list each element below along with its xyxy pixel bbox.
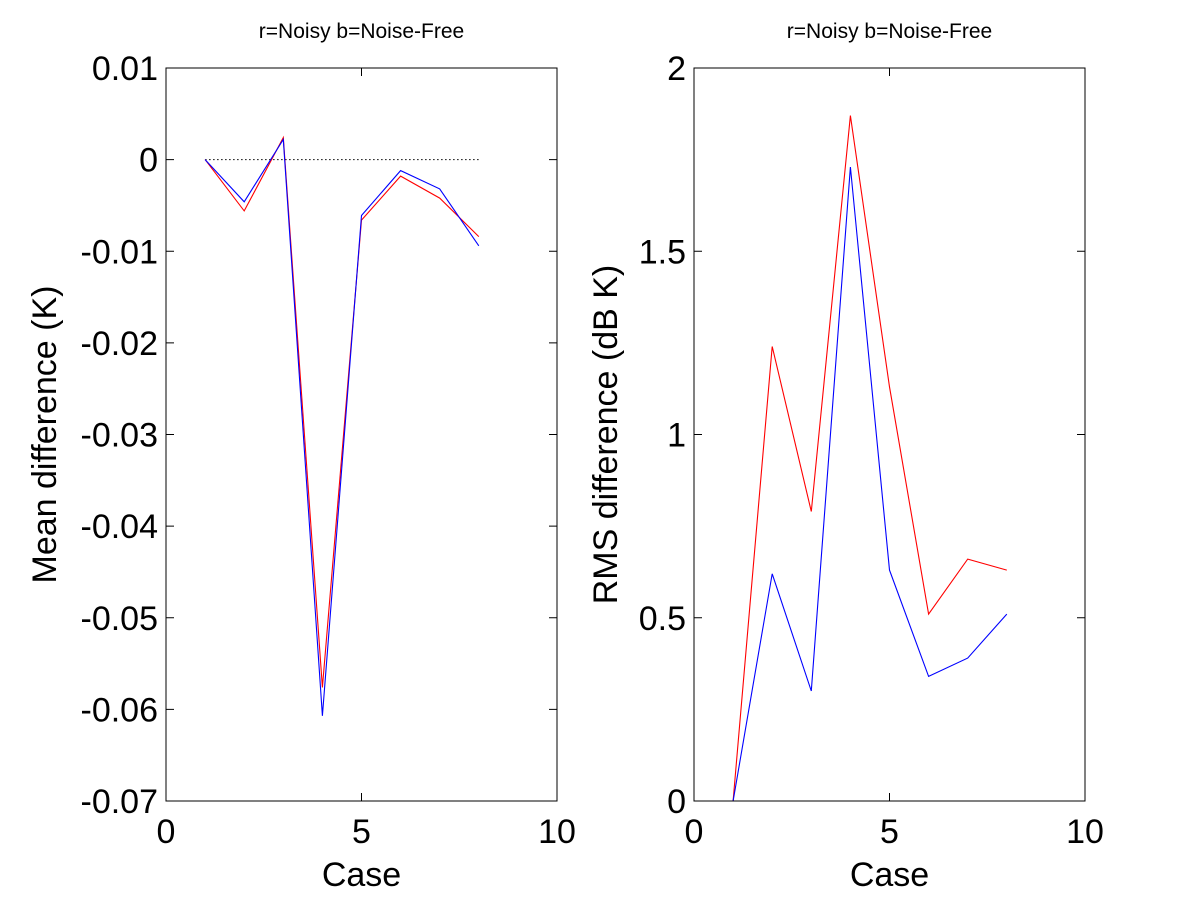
y-tick-label: -0.02: [81, 325, 159, 363]
y-tick-label: 2: [667, 50, 686, 88]
x-tick-label: 10: [1066, 813, 1104, 851]
y-tick-label: -0.01: [81, 233, 159, 271]
y-tick-label: 0: [667, 783, 686, 821]
series-line-noisy: [204, 135, 480, 688]
subplot-2: r=Noisy b=Noise-Free 0 5 10 0 0.5 1 1.5 2 Case RMS…: [587, 20, 1104, 894]
series-line-noise-free: [732, 166, 1008, 802]
y-tick-label: -0.05: [81, 600, 159, 638]
series-line-noise-free: [204, 137, 480, 716]
y-tick-label: -0.03: [81, 417, 159, 455]
y-tick-label: 1.5: [639, 233, 686, 271]
x-tick-label: 10: [538, 813, 576, 851]
x-tick-label: 0: [157, 813, 176, 851]
y-tick-label: 1: [667, 417, 686, 455]
x-axis-label: Case: [322, 856, 401, 894]
y-tick-label: 0: [139, 142, 158, 180]
y-tick-label: 0.5: [639, 600, 686, 638]
x-axis-label: Case: [850, 856, 929, 894]
y-tick-label: -0.07: [81, 783, 159, 821]
y-tick-label: 0.01: [92, 50, 158, 88]
x-tick-label: 5: [352, 813, 371, 851]
subplot-1: r=Noisy b=Noise-Free 0 5 10 0.01 0 -0.01 -0.02 -…: [26, 20, 576, 894]
y-tick-label: -0.06: [81, 691, 159, 729]
y-axis-label: Mean difference (K): [26, 286, 64, 584]
x-tick-label: 5: [880, 813, 899, 851]
axes-frame: [165, 67, 558, 802]
series-line-noisy: [732, 115, 1007, 802]
x-tick-label: 0: [685, 813, 704, 851]
y-tick-label: -0.04: [81, 508, 159, 546]
axes-frame: [693, 67, 1086, 802]
subplot-title: r=Noisy b=Noise-Free: [787, 20, 992, 43]
y-axis-label: RMS difference (dB K): [587, 265, 625, 605]
subplot-title: r=Noisy b=Noise-Free: [259, 20, 464, 43]
